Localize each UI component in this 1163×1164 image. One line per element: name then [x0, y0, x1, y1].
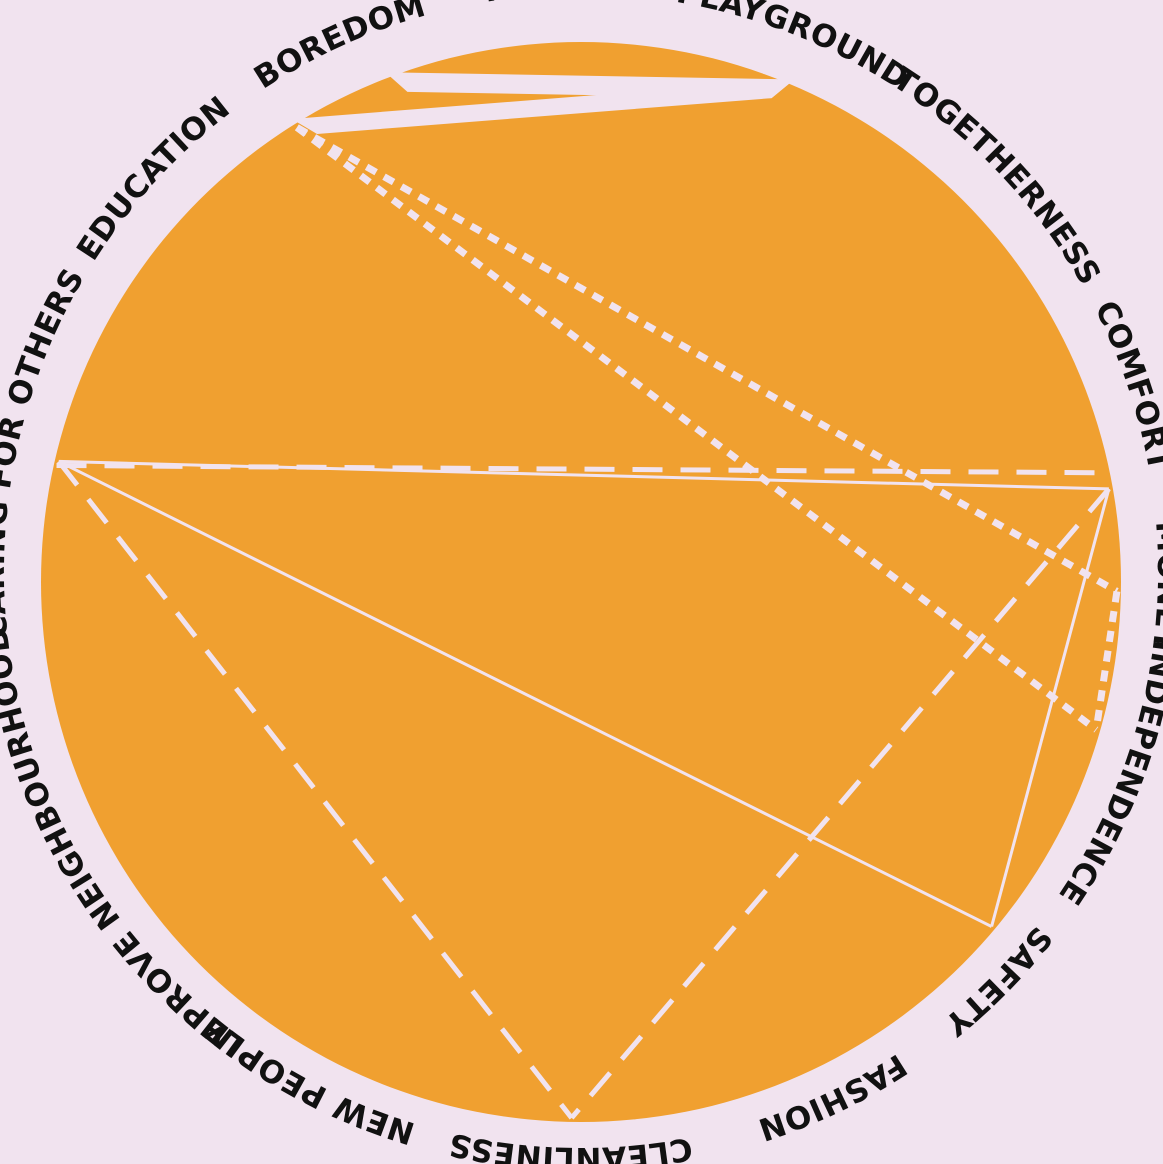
link-nature-playground — [385, 72, 795, 99]
link-comfort-safety-solid — [990, 488, 1111, 927]
link-comfort-cleanliness-dashed — [569, 487, 1111, 1120]
link-money-independence-dotted — [1092, 590, 1121, 731]
orange-circle — [41, 42, 1121, 1122]
link-boredom-independence-dotted — [294, 124, 1099, 733]
links-layer — [56, 72, 1121, 1120]
link-caring_for_others-safety-solid — [58, 460, 993, 928]
link-caring_for_others-cleanliness-dashed — [56, 459, 574, 1120]
link-caring_for_others-comfort-dashed — [56, 462, 1107, 476]
link-boredom-money-dotted — [295, 124, 1119, 595]
